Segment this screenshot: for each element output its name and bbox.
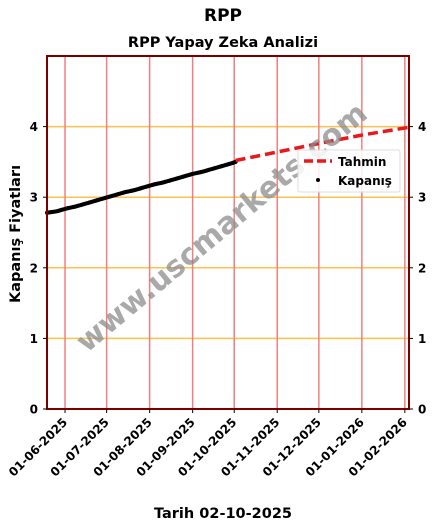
y-tick-label-right: 3 <box>418 191 426 205</box>
y-tick-label-left: 1 <box>30 332 38 346</box>
watermark-text: www.uscmarkets.com <box>69 96 374 360</box>
y-tick-label-left: 2 <box>30 261 38 275</box>
y-tick-label-right: 1 <box>418 332 426 346</box>
series-kapanis <box>44 159 238 215</box>
legend-label-tahmin: Tahmin <box>338 155 386 169</box>
y-tick-label-left: 4 <box>30 120 38 134</box>
series-tahmin-line <box>235 125 410 163</box>
chart-title: RPP Yapay Zeka Analizi <box>127 35 319 51</box>
watermark: www.uscmarkets.com <box>69 96 374 360</box>
series-layer <box>44 125 410 215</box>
y-tick-label-right: 4 <box>418 120 426 134</box>
legend-swatch-kapanis <box>316 178 320 182</box>
y-tick-label-right: 2 <box>418 261 426 275</box>
y-tick-label-left: 3 <box>30 191 38 205</box>
chart-suptitle: RPP <box>203 6 242 26</box>
y-tick-label-right: 0 <box>418 403 426 417</box>
y-tick-label-left: 0 <box>30 403 38 417</box>
grid <box>47 56 409 409</box>
plot-frame <box>46 55 410 410</box>
x-axis-label: Tarih 02-10-2025 <box>153 506 293 522</box>
legend: Tahmin Kapanış <box>297 149 401 193</box>
legend-label-kapanis: Kapanış <box>338 174 392 188</box>
